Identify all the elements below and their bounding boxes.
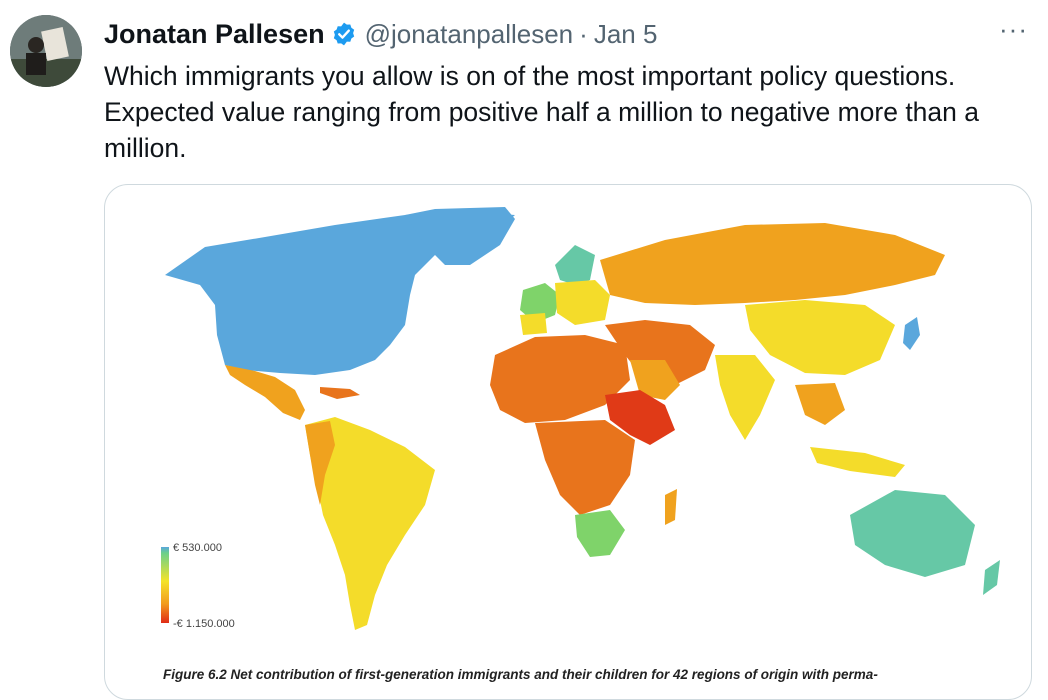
region-caribbean [320, 387, 360, 399]
verified-badge-icon[interactable] [331, 21, 357, 47]
legend-min-label: -€ 1.150.000 [173, 618, 235, 630]
region-central-europe [555, 280, 610, 325]
region-japan [903, 317, 920, 350]
region-north-africa [490, 335, 630, 423]
author-avatar[interactable] [10, 15, 82, 87]
tweet-text: Which immigrants you allow is on of the … [104, 61, 979, 163]
region-china [745, 300, 895, 375]
region-southeast-asia [795, 383, 845, 425]
region-russia [600, 223, 945, 305]
region-mexico [225, 365, 305, 420]
region-indonesia [810, 447, 905, 477]
region-greenland [405, 207, 515, 265]
region-andes [305, 421, 335, 505]
more-options-icon[interactable]: ··· [999, 14, 1028, 44]
region-east-africa [605, 390, 675, 445]
region-new-zealand [983, 560, 1000, 595]
figure-caption: Figure 6.2 Net contribution of first-gen… [163, 667, 878, 682]
author-handle[interactable]: @jonatanpallesen [364, 18, 574, 49]
world-map-image [165, 207, 1000, 630]
region-iberia [520, 313, 547, 335]
region-western-europe [520, 283, 560, 323]
tweet-date[interactable]: Jan 5 [593, 18, 658, 49]
region-central-africa [535, 420, 635, 515]
tweet-media[interactable]: € 530.000 -€ 1.150.000 Figure 6.2 Net co… [104, 184, 1032, 700]
region-madagascar [665, 489, 677, 525]
region-south-america [305, 417, 435, 630]
legend-max-label: € 530.000 [173, 542, 222, 554]
region-north-america [165, 211, 515, 375]
region-australia [850, 490, 975, 577]
region-scandinavia [555, 245, 595, 285]
tweet-header: Jonatan Pallesen @jonatanpallesen · Jan … [104, 14, 657, 54]
region-middle-east [605, 320, 715, 385]
region-india [715, 355, 775, 440]
region-southern-africa [575, 510, 625, 557]
region-arabia [630, 360, 680, 400]
header-separator: · [579, 18, 588, 49]
author-name[interactable]: Jonatan Pallesen [104, 18, 325, 49]
legend-color-scale [161, 547, 169, 623]
avatar-image [10, 15, 82, 87]
